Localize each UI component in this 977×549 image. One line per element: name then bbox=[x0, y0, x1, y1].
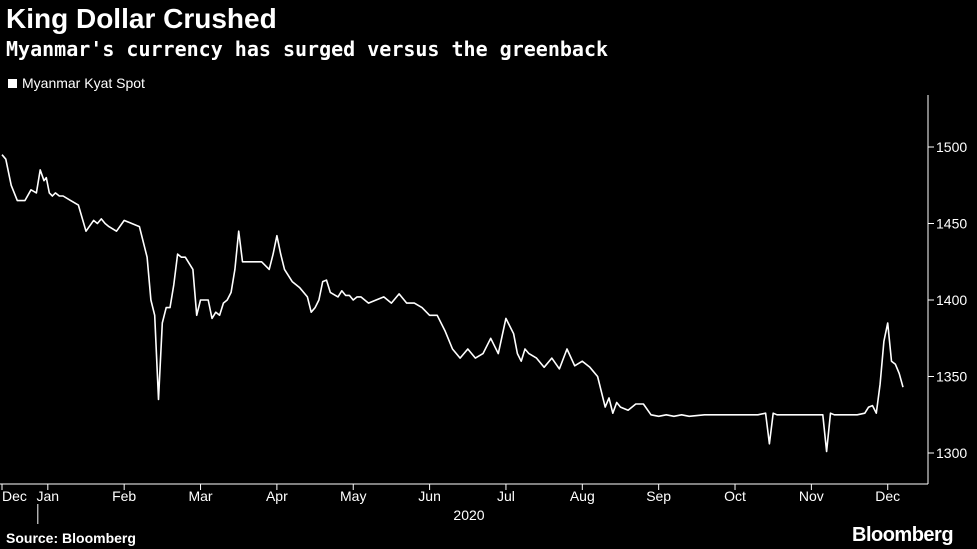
legend-label: Myanmar Kyat Spot bbox=[22, 75, 145, 91]
y-tick-label: 1450 bbox=[936, 216, 967, 232]
x-tick-label: Jun bbox=[418, 488, 441, 504]
x-tick-label: Dec bbox=[875, 488, 900, 504]
y-tick-label: 1350 bbox=[936, 369, 967, 385]
y-tick-label: 1400 bbox=[936, 292, 967, 308]
legend-swatch bbox=[8, 78, 17, 88]
x-tick-label: Jan bbox=[37, 488, 60, 504]
series-line-myanmar-kyat-spot bbox=[1, 154, 904, 453]
y-tick-label: 1300 bbox=[936, 445, 967, 461]
x-tick-label: Apr bbox=[266, 488, 288, 504]
source-note: Source: Bloomberg bbox=[6, 530, 136, 546]
x-tick-label: Aug bbox=[570, 488, 595, 504]
bloomberg-logo: Bloomberg bbox=[852, 524, 954, 546]
legend: Myanmar Kyat Spot bbox=[8, 74, 145, 92]
x-tick-label: Oct bbox=[724, 488, 746, 504]
x-tick-label: Jul bbox=[497, 488, 515, 504]
x-tick-label: Nov bbox=[799, 488, 824, 504]
y-tick-label: 1500 bbox=[936, 139, 967, 155]
x-tick-label: Dec bbox=[2, 488, 27, 504]
x-tick-label: Feb bbox=[112, 488, 136, 504]
chart-title: King Dollar Crushed bbox=[6, 3, 277, 34]
x-tick-label: Mar bbox=[188, 488, 212, 504]
chart-subtitle: Myanmar's currency has surged versus the… bbox=[6, 37, 609, 61]
x-tick-label: Sep bbox=[646, 488, 671, 504]
x-axis-label: 2020 bbox=[453, 507, 484, 523]
x-tick-label: May bbox=[340, 488, 366, 504]
